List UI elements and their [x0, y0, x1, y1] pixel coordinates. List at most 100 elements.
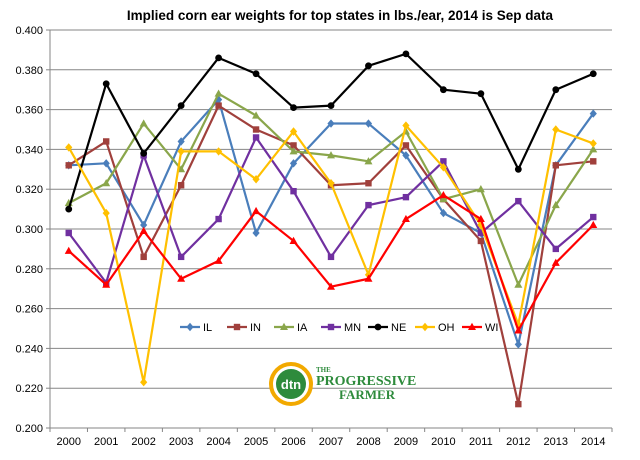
data-point-mn	[290, 187, 297, 195]
data-point-ia	[439, 194, 448, 203]
legend-marker-oh	[421, 322, 429, 332]
y-tick-label: 0.300	[15, 224, 43, 236]
data-point-ia	[551, 200, 560, 209]
data-point-wi	[139, 226, 148, 234]
data-point-in	[65, 162, 72, 169]
data-point-mn	[177, 253, 185, 261]
data-point-wi	[401, 214, 410, 223]
data-point-wi	[177, 274, 186, 282]
data-point-ia	[327, 151, 335, 159]
data-point-oh	[552, 125, 560, 134]
legend-label-ia: IA	[297, 322, 308, 334]
data-point-wi	[289, 236, 298, 244]
data-point-il	[252, 228, 260, 238]
data-point-wi	[589, 220, 598, 229]
data-point-oh	[439, 163, 447, 172]
data-point-in	[365, 180, 372, 187]
legend-item-in: IN	[227, 322, 261, 334]
data-point-ne	[65, 205, 73, 213]
logo-prefix-text: THE	[316, 366, 331, 374]
data-point-ia	[589, 145, 598, 153]
data-point-mn	[215, 215, 222, 223]
data-point-il	[177, 137, 185, 146]
x-tick-label: 2009	[394, 436, 418, 448]
legend-marker-il	[186, 322, 194, 332]
y-tick-label: 0.260	[15, 304, 43, 316]
legend-label-il: IL	[203, 322, 212, 334]
series-wi	[64, 190, 598, 334]
x-tick-label: 2002	[131, 436, 155, 448]
data-point-il	[589, 109, 597, 118]
x-tick-label: 2004	[206, 436, 230, 448]
data-point-oh	[65, 143, 73, 152]
data-point-wi	[64, 246, 73, 254]
data-point-ia	[139, 119, 148, 127]
x-tick-label: 2010	[431, 436, 455, 448]
chart-title: Implied corn ear weights for top states …	[127, 8, 554, 23]
data-point-oh	[140, 378, 148, 387]
logo-badge	[276, 369, 306, 399]
data-point-ia	[289, 147, 298, 155]
legend-marker-in	[233, 323, 241, 331]
y-tick-label: 0.320	[15, 184, 43, 196]
legend-label-ne: NE	[391, 322, 406, 334]
legend-marker-ia	[280, 322, 288, 330]
data-point-wi	[327, 282, 335, 290]
dtn-progressive-farmer-logo: dtn THE PROGRESSIVE FARMER	[269, 362, 416, 406]
data-point-in	[552, 162, 559, 169]
y-tick-label: 0.380	[15, 65, 43, 77]
y-tick-label: 0.360	[15, 105, 43, 117]
legend-marker-wi	[468, 322, 476, 330]
legend-item-il: IL	[180, 322, 212, 334]
data-point-in	[140, 253, 147, 261]
data-point-wi	[102, 280, 111, 288]
data-point-oh	[252, 175, 260, 184]
data-point-il	[289, 159, 298, 168]
data-point-oh	[177, 147, 185, 156]
data-point-il	[327, 119, 335, 128]
y-tick-label: 0.220	[15, 383, 43, 395]
legend-item-oh: OH	[415, 322, 455, 334]
data-point-ne	[102, 80, 110, 88]
logo-dtn-text: dtn	[281, 377, 301, 392]
x-tick-label: 2013	[544, 436, 568, 448]
legend-marker-mn	[327, 323, 335, 331]
data-point-ne	[140, 149, 148, 157]
data-point-ne	[552, 86, 560, 94]
data-point-ne	[177, 102, 185, 110]
data-point-oh	[215, 147, 223, 156]
data-point-wi	[439, 190, 448, 199]
logo-line2-text: FARMER	[339, 387, 396, 402]
axes	[49, 30, 613, 432]
data-point-ne	[215, 54, 223, 62]
x-axis-ticks: 2000 2001 2002 2003 2004 2005 2006 2007 2008 2009…	[56, 436, 605, 448]
legend-label-mn: MN	[344, 322, 361, 334]
data-point-mn	[402, 193, 410, 201]
data-point-in	[177, 182, 185, 189]
data-point-ne	[514, 165, 522, 173]
legend: IL IN IA MN NE OH WI	[180, 322, 498, 334]
data-point-oh	[102, 208, 110, 218]
y-tick-label: 0.340	[15, 144, 43, 156]
data-point-mn	[477, 229, 485, 237]
logo-line1-text: PROGRESSIVE	[316, 374, 416, 389]
data-point-il	[102, 159, 110, 168]
x-tick-label: 2011	[469, 436, 493, 448]
data-point-wi	[476, 214, 485, 223]
y-tick-label: 0.400	[15, 25, 43, 37]
data-point-in	[515, 400, 522, 408]
x-tick-label: 2006	[281, 436, 305, 448]
data-point-wi	[214, 256, 223, 264]
data-point-ne	[589, 70, 597, 78]
x-tick-label: 2014	[581, 436, 605, 448]
data-point-mn	[365, 201, 372, 209]
data-point-mn	[65, 229, 72, 237]
data-point-ne	[290, 104, 297, 112]
data-point-wi	[364, 274, 373, 282]
data-point-ia	[514, 280, 523, 288]
data-point-wi	[514, 326, 523, 334]
legend-item-ia: IA	[274, 322, 308, 334]
data-point-ne	[477, 90, 485, 98]
y-tick-label: 0.240	[15, 343, 43, 355]
